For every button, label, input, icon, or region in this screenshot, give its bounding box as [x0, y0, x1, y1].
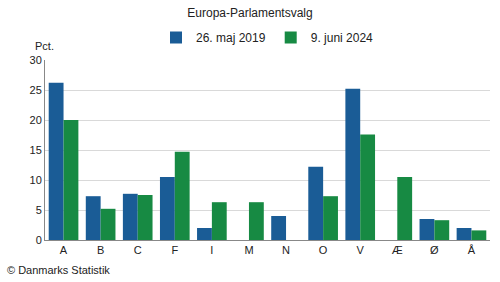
svg-text:20: 20 [30, 114, 42, 126]
svg-text:Pct.: Pct. [35, 40, 54, 52]
svg-text:F: F [171, 244, 178, 256]
svg-text:N: N [282, 244, 290, 256]
svg-text:10: 10 [30, 174, 42, 186]
svg-text:A: A [60, 244, 68, 256]
svg-text:V: V [357, 244, 365, 256]
svg-text:I: I [210, 244, 213, 256]
svg-text:C: C [134, 244, 142, 256]
svg-text:Ø: Ø [430, 244, 439, 256]
svg-text:0: 0 [36, 234, 42, 246]
svg-text:M: M [244, 244, 253, 256]
svg-text:Æ: Æ [392, 244, 403, 256]
svg-text:B: B [97, 244, 104, 256]
svg-text:9. juni 2024: 9. juni 2024 [311, 31, 373, 45]
svg-text:15: 15 [30, 144, 42, 156]
svg-text:Europa-Parlamentsvalg: Europa-Parlamentsvalg [187, 6, 312, 20]
svg-text:Å: Å [468, 244, 476, 256]
svg-text:26. maj 2019: 26. maj 2019 [196, 31, 266, 45]
svg-text:© Danmarks Statistik: © Danmarks Statistik [7, 264, 110, 276]
svg-text:5: 5 [36, 204, 42, 216]
svg-text:30: 30 [30, 54, 42, 66]
svg-text:25: 25 [30, 84, 42, 96]
svg-text:O: O [319, 244, 328, 256]
